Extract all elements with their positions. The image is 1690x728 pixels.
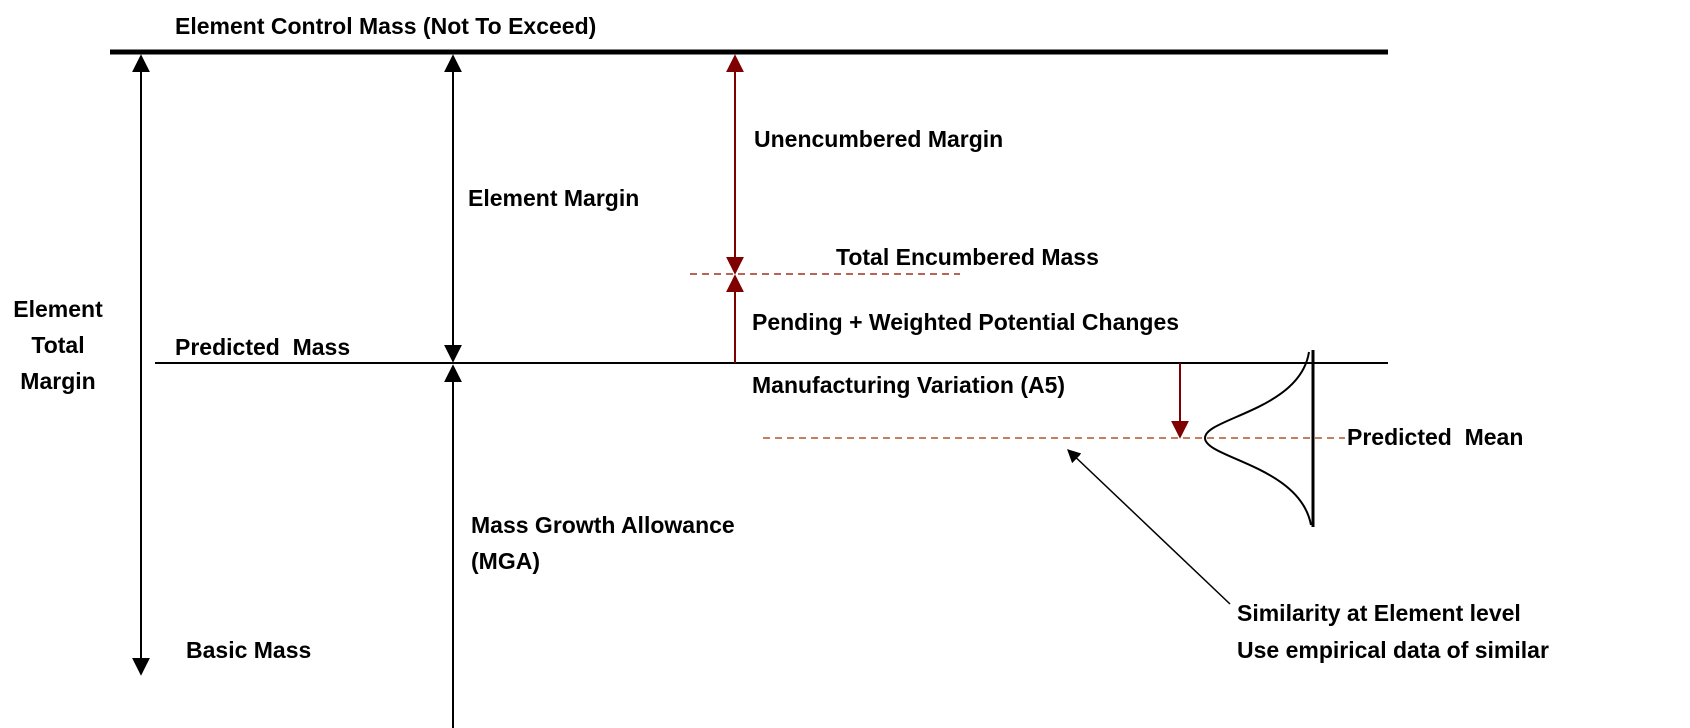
distribution-curve: [1203, 351, 1312, 526]
label: Basic Mass: [186, 637, 311, 663]
label: Element Margin: [468, 185, 639, 211]
label: (MGA): [471, 548, 540, 574]
label: Pending + Weighted Potential Changes: [752, 309, 1179, 335]
similarity-arrow: [1067, 449, 1231, 605]
label: Similarity at Element level: [1237, 600, 1521, 626]
label: Margin: [20, 368, 95, 394]
label: Element Control Mass (Not To Exceed): [175, 13, 596, 39]
label: Total: [31, 332, 84, 358]
label: Manufacturing Variation (A5): [752, 372, 1065, 398]
label: Total Encumbered Mass: [836, 244, 1099, 270]
label: Predicted Mean: [1347, 424, 1523, 450]
label: Unencumbered Margin: [754, 126, 1003, 152]
label: Use empirical data of similar: [1237, 637, 1549, 663]
label: Element: [13, 296, 103, 322]
label: Predicted Mass: [175, 334, 350, 360]
label: Mass Growth Allowance: [471, 512, 735, 538]
